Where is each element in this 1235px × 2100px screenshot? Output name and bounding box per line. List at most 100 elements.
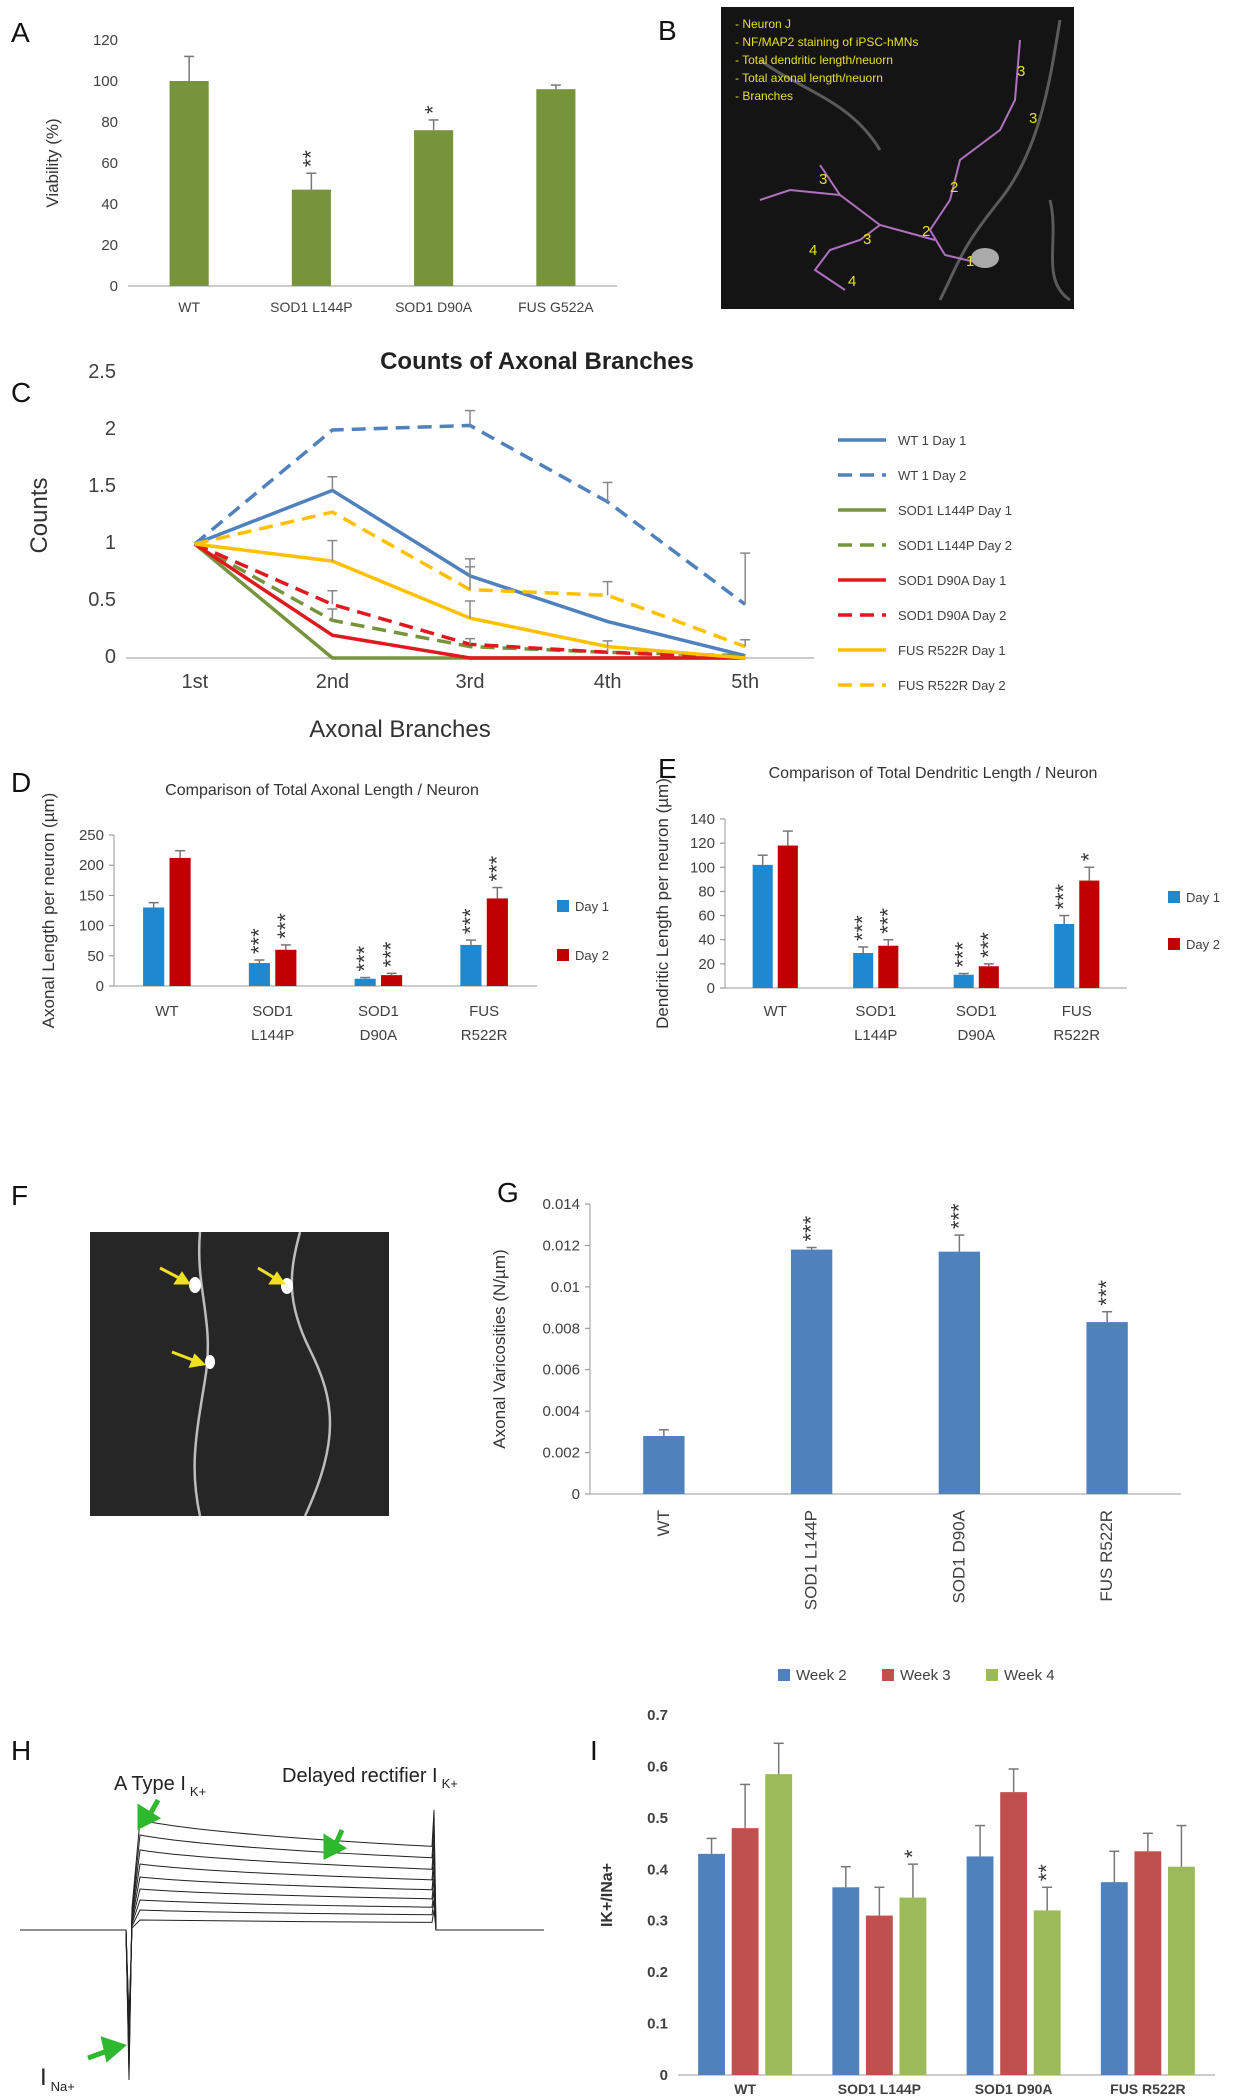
legend-label: Week 4 — [1004, 1667, 1055, 1684]
x-tick-label: L144P — [854, 1027, 897, 1044]
panel-letter: B — [658, 15, 677, 46]
y-tick-label: 250 — [79, 827, 104, 844]
x-tick-label: D90A — [360, 1027, 398, 1044]
bar — [953, 974, 974, 988]
y-tick-label: 2 — [105, 418, 116, 440]
image-note: - NF/MAP2 staining of iPSC-hMNs — [735, 35, 918, 49]
bar — [414, 130, 454, 286]
y-tick-label: 100 — [79, 918, 104, 935]
x-tick-label: FUS — [1062, 1003, 1092, 1020]
bar — [1054, 924, 1075, 988]
x-tick-label: SOD1 — [252, 1003, 293, 1020]
trace-label: I Na+ — [40, 2064, 75, 2094]
y-axis-label: Viability (%) — [43, 118, 62, 207]
legend-label: Day 2 — [575, 948, 609, 963]
bar — [1086, 1322, 1128, 1494]
soma-b — [971, 248, 999, 268]
x-tick-label: R522R — [461, 1027, 508, 1044]
significance: *** — [484, 855, 509, 881]
branch-number: 4 — [809, 242, 817, 259]
bar — [1168, 1866, 1195, 2075]
y-tick-label: 100 — [690, 859, 715, 876]
x-tick-label: SOD1 L144P — [838, 2081, 921, 2097]
bar — [777, 845, 798, 988]
y-tick-label: 0.014 — [542, 1196, 580, 1213]
trace-label: Delayed rectifier I K+ — [282, 1765, 458, 1791]
legend-label: Day 2 — [1186, 937, 1220, 952]
y-tick-label: 1 — [105, 532, 116, 554]
y-tick-label: 0 — [572, 1486, 580, 1503]
bar — [1079, 880, 1100, 988]
current-trace — [20, 1889, 544, 2033]
y-tick-label: 0.008 — [542, 1320, 580, 1337]
bar — [1033, 1910, 1061, 2075]
y-tick-label: 0.4 — [647, 1861, 669, 1878]
legend-label: Day 1 — [575, 899, 609, 914]
y-tick-label: 0.2 — [647, 1964, 668, 1981]
bar — [1100, 1882, 1128, 2075]
panel-letter: F — [11, 1180, 28, 1211]
significance: *** — [458, 908, 483, 934]
arrows-h — [87, 1798, 348, 2063]
current-traces — [20, 1809, 544, 2081]
bar — [899, 1897, 927, 2075]
y-tick-label: 0.1 — [647, 2016, 668, 2033]
bar — [354, 978, 376, 986]
varicosities-f — [189, 1277, 293, 1369]
y-tick-label: 0.7 — [647, 1707, 668, 1724]
bar — [865, 1915, 893, 2075]
bar — [765, 1774, 793, 2075]
y-axis-label: Axonal Varicosities (N/µm) — [490, 1249, 509, 1448]
legend-swatch — [986, 1669, 998, 1681]
y-axis-label: IK+/INa+ — [599, 1863, 616, 1927]
significance: * — [900, 1849, 925, 1858]
image-note: - Branches — [735, 89, 793, 103]
y-tick-label: 80 — [698, 883, 715, 900]
bar — [169, 81, 209, 286]
significance: * — [421, 105, 446, 114]
chart-title: Counts of Axonal Branches — [380, 348, 694, 375]
bar — [698, 1853, 725, 2075]
x-tick-label: 1st — [181, 671, 208, 693]
y-tick-label: 0.01 — [551, 1279, 580, 1296]
panel-letter: A — [11, 17, 30, 48]
trace-label: A Type I K+ — [114, 1773, 206, 1799]
label-subscript: Na+ — [51, 2079, 75, 2094]
chart-title: Comparison of Total Dendritic Length / N… — [769, 765, 1098, 782]
panel-letter: E — [658, 753, 677, 784]
bar — [248, 963, 270, 986]
micrograph-f — [90, 1232, 389, 1516]
image-note: - Total dendritic length/neuorn — [735, 53, 893, 67]
branch-number: 1 — [966, 253, 974, 270]
current-trace — [20, 1866, 544, 2049]
y-tick-label: 60 — [698, 908, 715, 925]
significance: *** — [352, 945, 377, 971]
legend-label: Week 2 — [796, 1667, 847, 1684]
x-axis-label: Axonal Branches — [309, 716, 490, 743]
y-tick-label: 0 — [660, 2067, 668, 2084]
significance: *** — [379, 941, 404, 967]
panel-letter: C — [11, 377, 31, 408]
label-text: I — [40, 2064, 47, 2091]
branch-number: 3 — [819, 171, 827, 188]
significance: ** — [1034, 1864, 1059, 1882]
current-trace — [20, 1853, 544, 2057]
x-tick-label: L144P — [251, 1027, 294, 1044]
series-line — [193, 542, 746, 658]
y-tick-label: 60 — [101, 155, 118, 172]
significance: *** — [1094, 1280, 1119, 1306]
bar — [832, 1887, 860, 2075]
branch-number: 2 — [922, 223, 930, 240]
legend-swatch — [778, 1669, 790, 1681]
legend-label: Week 3 — [900, 1667, 951, 1684]
x-tick-label: 2nd — [316, 671, 349, 693]
bar — [536, 89, 576, 286]
legend-label: SOD1 L144P Day 1 — [898, 503, 1012, 518]
y-tick-label: 0.002 — [542, 1445, 580, 1462]
bar — [275, 949, 297, 986]
panel-letter: G — [497, 1177, 519, 1208]
neurites-b — [759, 19, 1071, 302]
branch-number: 4 — [848, 273, 856, 290]
